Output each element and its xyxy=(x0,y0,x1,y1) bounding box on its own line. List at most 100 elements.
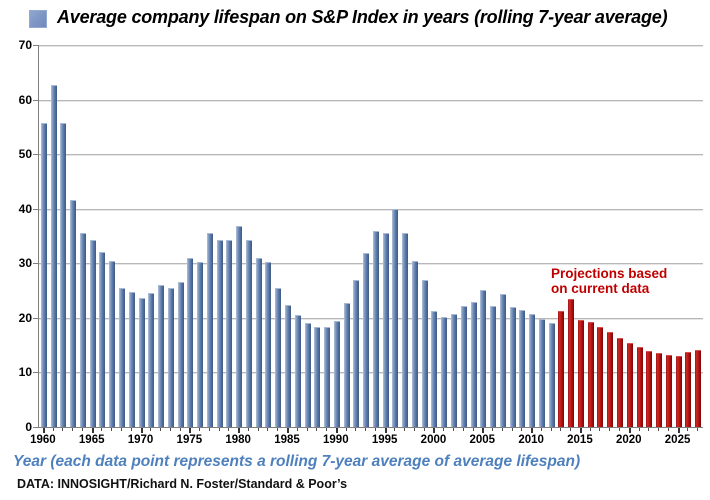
x-tick-1989 xyxy=(326,428,328,431)
bar-2006 xyxy=(490,305,497,427)
x-tick-2019 xyxy=(619,428,620,431)
bar-1999 xyxy=(421,279,428,427)
bar-1976 xyxy=(197,262,204,427)
bar-2008 xyxy=(509,307,516,427)
y-tick xyxy=(33,99,38,101)
bar-1992 xyxy=(353,279,360,427)
x-tick-2008 xyxy=(511,428,513,431)
y-axis-label-30: 30 xyxy=(18,256,32,271)
bar-2005 xyxy=(480,290,487,427)
x-axis-label-1960: 1960 xyxy=(30,434,56,446)
bar-1991 xyxy=(343,303,350,427)
x-tick-1990 xyxy=(335,428,338,433)
x-axis-label-2020: 2020 xyxy=(615,434,642,446)
chart-header: Average company lifespan on S&P Index in… xyxy=(29,7,668,28)
bar-1988 xyxy=(314,326,321,427)
chart-title: Average company lifespan on S&P Index in… xyxy=(57,7,668,27)
y-tick xyxy=(33,372,38,374)
x-tick-1993 xyxy=(365,428,367,431)
x-tick-1976 xyxy=(199,428,201,431)
bar-1962 xyxy=(60,123,67,427)
x-tick-1974 xyxy=(179,428,181,431)
projection-annotation: Projections based on current data xyxy=(551,266,667,296)
bar-2003 xyxy=(460,305,467,427)
bar-1969 xyxy=(128,292,135,427)
bar-2019 xyxy=(617,337,623,427)
bar-1977 xyxy=(206,232,213,427)
x-tick-1961 xyxy=(52,428,54,431)
gridline-10 xyxy=(39,372,703,374)
x-tick-1985 xyxy=(287,428,289,433)
bar-1964 xyxy=(79,232,86,427)
x-tick-1975 xyxy=(189,428,192,433)
bar-1995 xyxy=(382,233,389,427)
y-axis-label-60: 60 xyxy=(18,92,32,107)
bar-1986 xyxy=(294,315,301,427)
y-tick xyxy=(33,263,38,265)
bar-1997 xyxy=(402,233,409,427)
bar-2021 xyxy=(636,346,643,427)
x-tick-2000 xyxy=(433,428,436,433)
projection-annotation-line2: on current data xyxy=(551,281,650,296)
x-tick-1994 xyxy=(374,428,376,431)
bar-2016 xyxy=(587,322,594,427)
bar-2027 xyxy=(695,350,702,427)
y-axis-label-70: 70 xyxy=(18,38,32,52)
x-tick-2015 xyxy=(579,428,582,433)
gridline-40 xyxy=(39,208,703,210)
y-axis-label-20: 20 xyxy=(18,310,32,325)
bar-1983 xyxy=(265,262,272,427)
bar-2013 xyxy=(558,311,565,427)
bar-1996 xyxy=(392,208,399,427)
x-tick-2003 xyxy=(462,428,464,431)
gridline-60 xyxy=(39,99,703,101)
x-axis-label-1965: 1965 xyxy=(78,434,105,446)
bar-2018 xyxy=(607,331,614,427)
bar-1978 xyxy=(216,240,223,427)
x-tick-1969 xyxy=(130,428,132,431)
data-source: DATA: INNOSIGHT/Richard N. Foster/Standa… xyxy=(17,477,348,491)
x-tick-2025 xyxy=(677,428,680,433)
gridline-70 xyxy=(39,45,703,46)
gridline-50 xyxy=(39,154,703,156)
bar-1970 xyxy=(138,297,145,427)
x-tick-1982 xyxy=(257,428,259,431)
plot-area xyxy=(38,45,703,428)
bar-1975 xyxy=(187,257,194,427)
bar-1966 xyxy=(99,252,106,427)
x-tick-2009 xyxy=(521,428,523,431)
y-tick xyxy=(33,45,38,46)
x-tick-1996 xyxy=(394,428,396,431)
x-tick-1995 xyxy=(384,428,387,433)
bar-2010 xyxy=(529,314,536,427)
gridline-20 xyxy=(39,317,703,319)
bar-2004 xyxy=(470,302,477,427)
y-axis-label-10: 10 xyxy=(18,365,32,380)
x-tick-1988 xyxy=(316,428,318,431)
bar-2024 xyxy=(665,355,672,427)
x-tick-2014 xyxy=(570,428,572,431)
x-axis-label-2010: 2010 xyxy=(518,434,544,446)
x-axis-label-1990: 1990 xyxy=(323,434,349,446)
bar-2020 xyxy=(626,342,633,427)
bar-1961 xyxy=(50,85,57,427)
x-tick-1998 xyxy=(413,428,415,431)
bar-1972 xyxy=(158,285,165,427)
x-tick-1981 xyxy=(247,428,249,431)
bar-1965 xyxy=(89,240,96,427)
x-tick-2006 xyxy=(492,428,494,431)
y-axis-label-40: 40 xyxy=(18,201,32,216)
y-tick xyxy=(33,154,38,156)
x-tick-2022 xyxy=(648,428,650,431)
bar-2009 xyxy=(519,310,526,427)
bar-1974 xyxy=(177,281,184,427)
x-tick-1977 xyxy=(208,428,210,431)
bar-1960 xyxy=(40,123,47,427)
x-tick-1973 xyxy=(169,428,171,431)
x-tick-2004 xyxy=(472,428,474,431)
x-tick-1962 xyxy=(62,428,64,431)
bar-2002 xyxy=(451,314,457,427)
x-axis-label-1985: 1985 xyxy=(274,434,300,446)
bar-1982 xyxy=(255,257,262,427)
